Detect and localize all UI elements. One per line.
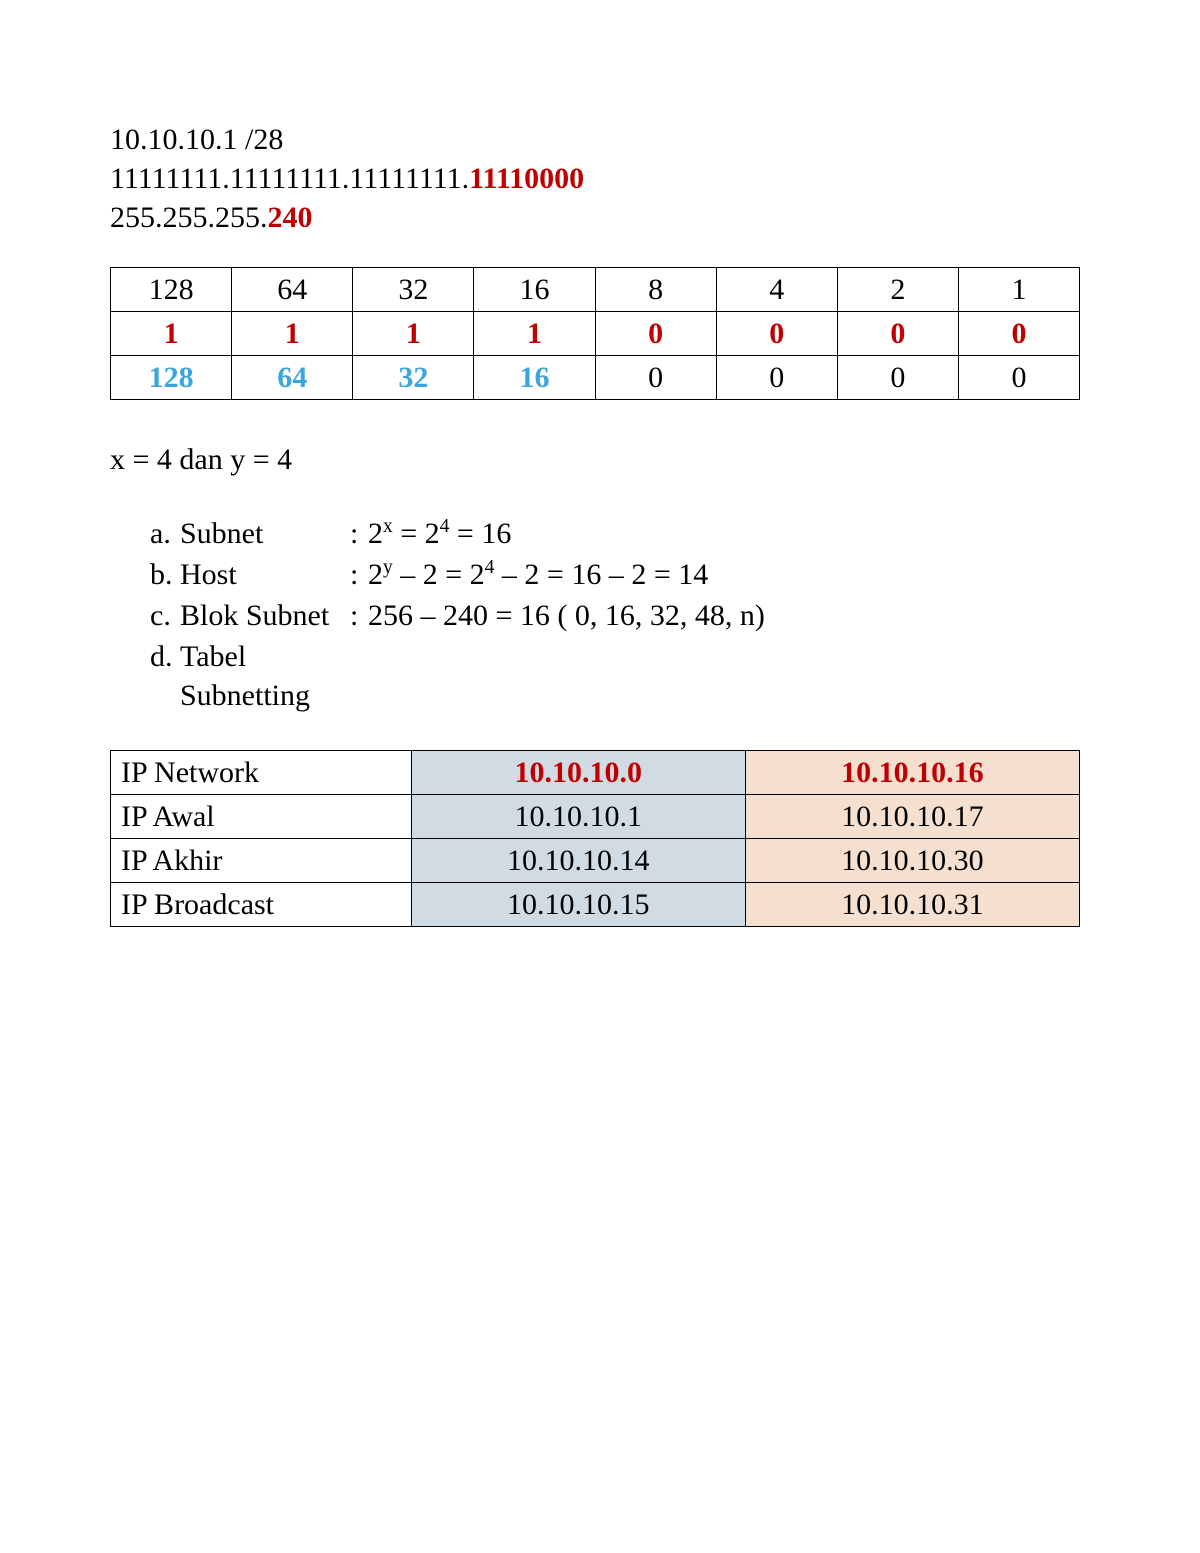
list-expression: 2x = 24 = 16 [368, 514, 511, 553]
list-marker: b. [150, 555, 180, 594]
table-row: IP Akhir 10.10.10.14 10.10.10.30 [111, 839, 1080, 883]
list-expression: 256 – 240 = 16 ( 0, 16, 32, 48, n) [368, 596, 765, 635]
expr-sup: 4 [440, 516, 450, 537]
list-marker: d. [150, 637, 180, 676]
cell: 64 [232, 268, 353, 312]
cell: 32 [353, 268, 474, 312]
cell: 10.10.10.31 [745, 883, 1079, 927]
expr-part: – 2 = 16 – 2 = 14 [494, 558, 708, 591]
expr-sup: 4 [485, 557, 495, 578]
row-label: IP Awal [111, 795, 412, 839]
expr-part: = 16 [449, 517, 511, 550]
binary-mask-suffix: 11110000 [469, 162, 584, 195]
table-row: IP Broadcast 10.10.10.15 10.10.10.31 [111, 883, 1080, 927]
decimal-mask-suffix: 240 [268, 201, 313, 234]
header-block: 10.10.10.1 /28 11111111.11111111.1111111… [110, 120, 1090, 237]
list-item-tabel: d. Tabel Subnetting [150, 637, 1090, 715]
list-label: Blok Subnet [180, 596, 350, 635]
list-marker: c. [150, 596, 180, 635]
cell: 4 [716, 268, 837, 312]
cell: 1 [474, 312, 595, 356]
cell: 10.10.10.14 [411, 839, 745, 883]
cell: 16 [474, 356, 595, 400]
list-colon: : [350, 596, 368, 635]
cell: 1 [353, 312, 474, 356]
expr-part: = 2 [393, 517, 440, 550]
table-row: 128 64 32 16 8 4 2 1 [111, 268, 1080, 312]
binary-mask-prefix: 11111111.11111111.11111111. [110, 162, 469, 195]
cell: 32 [353, 356, 474, 400]
decimal-mask-prefix: 255.255.255. [110, 201, 268, 234]
xy-equation: x = 4 dan y = 4 [110, 440, 1090, 479]
cell: 2 [837, 268, 958, 312]
list-colon: : [350, 514, 368, 553]
ip-cidr-line: 10.10.10.1 /28 [110, 120, 1090, 159]
cell: 0 [716, 312, 837, 356]
list-marker: a. [150, 514, 180, 553]
cell: 16 [474, 268, 595, 312]
table-row: 1 1 1 1 0 0 0 0 [111, 312, 1080, 356]
cell: 10.10.10.1 [411, 795, 745, 839]
cell: 64 [232, 356, 353, 400]
document-page: 10.10.10.1 /28 11111111.11111111.1111111… [0, 0, 1200, 927]
cell: 1 [958, 268, 1079, 312]
cell: 10.10.10.17 [745, 795, 1079, 839]
expr-sup: y [383, 557, 393, 578]
cell: 0 [837, 312, 958, 356]
list-label: Tabel Subnetting [180, 637, 350, 715]
table-row: 128 64 32 16 0 0 0 0 [111, 356, 1080, 400]
row-label: IP Broadcast [111, 883, 412, 927]
cell: 0 [958, 356, 1079, 400]
enumerated-list: a. Subnet : 2x = 24 = 16 b. Host : 2y – … [110, 514, 1090, 715]
row-label: IP Network [111, 751, 412, 795]
cell: 1 [232, 312, 353, 356]
binary-weight-table: 128 64 32 16 8 4 2 1 1 1 1 1 0 0 0 0 128… [110, 267, 1080, 400]
cell: 0 [595, 356, 716, 400]
cell: 10.10.10.16 [745, 751, 1079, 795]
cell: 128 [111, 356, 232, 400]
expr-part: 2 [368, 558, 383, 591]
cell: 10.10.10.30 [745, 839, 1079, 883]
list-item-host: b. Host : 2y – 2 = 24 – 2 = 16 – 2 = 14 [150, 555, 1090, 594]
cell: 8 [595, 268, 716, 312]
cell: 128 [111, 268, 232, 312]
list-item-subnet: a. Subnet : 2x = 24 = 16 [150, 514, 1090, 553]
binary-mask-line: 11111111.11111111.11111111.11110000 [110, 159, 1090, 198]
cell: 0 [837, 356, 958, 400]
cell: 1 [111, 312, 232, 356]
cell: 0 [716, 356, 837, 400]
row-label: IP Akhir [111, 839, 412, 883]
cell: 10.10.10.15 [411, 883, 745, 927]
decimal-mask-line: 255.255.255.240 [110, 198, 1090, 237]
cell: 10.10.10.0 [411, 751, 745, 795]
expr-part: 2 [368, 517, 383, 550]
table-row: IP Awal 10.10.10.1 10.10.10.17 [111, 795, 1080, 839]
subnetting-table: IP Network 10.10.10.0 10.10.10.16 IP Awa… [110, 750, 1080, 927]
cell: 0 [595, 312, 716, 356]
list-item-blok: c. Blok Subnet : 256 – 240 = 16 ( 0, 16,… [150, 596, 1090, 635]
expr-sup: x [383, 516, 393, 537]
table-row: IP Network 10.10.10.0 10.10.10.16 [111, 751, 1080, 795]
list-colon: : [350, 555, 368, 594]
list-expression: 2y – 2 = 24 – 2 = 16 – 2 = 14 [368, 555, 708, 594]
expr-part: – 2 = 2 [393, 558, 485, 591]
list-label: Subnet [180, 514, 350, 553]
list-label: Host [180, 555, 350, 594]
cell: 0 [958, 312, 1079, 356]
